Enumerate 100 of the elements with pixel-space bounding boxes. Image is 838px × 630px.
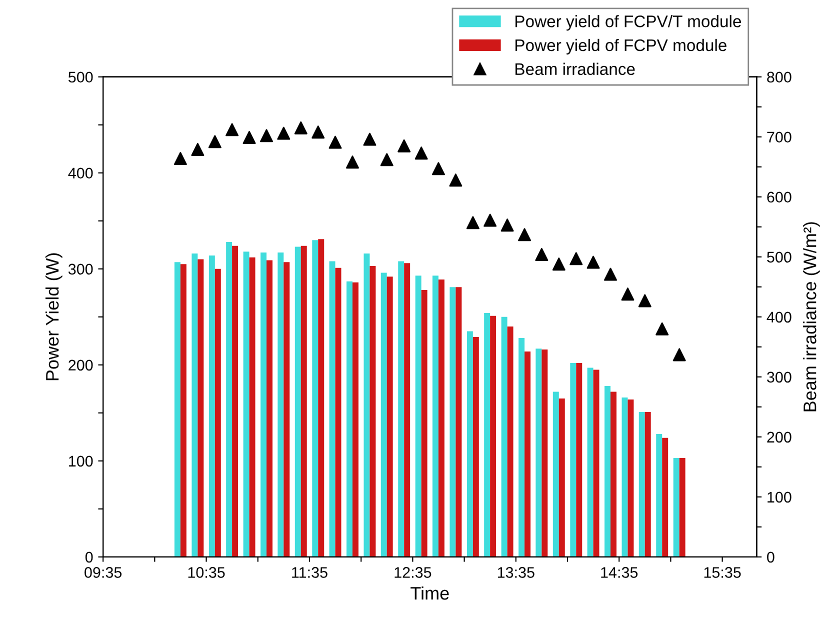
bar xyxy=(536,348,542,557)
bar xyxy=(243,252,250,557)
y2-tick-label: 300 xyxy=(767,372,792,383)
point xyxy=(380,153,394,166)
bar xyxy=(518,338,525,557)
bar xyxy=(300,246,307,557)
bar xyxy=(662,438,668,557)
y2-axis-title: Beam irradiance (W/m²) xyxy=(803,222,820,412)
y2-tick-label: 100 xyxy=(768,492,792,503)
bar xyxy=(438,279,444,557)
bar xyxy=(266,260,273,557)
legend-label: Power yield of FCPV/T module xyxy=(516,15,741,31)
bar xyxy=(386,276,393,557)
bar xyxy=(192,254,198,557)
x-tick-label: 11:35 xyxy=(292,567,328,578)
x-tick-label: 15:35 xyxy=(704,567,741,578)
bar xyxy=(673,458,680,557)
bar xyxy=(558,398,565,557)
bar xyxy=(380,272,387,557)
point xyxy=(328,136,342,149)
y-tick-label: 0 xyxy=(85,552,93,563)
bar xyxy=(576,362,582,557)
bar xyxy=(174,262,180,557)
bar xyxy=(524,351,531,557)
bar xyxy=(466,331,473,557)
y2-tick-label: 500 xyxy=(767,252,792,263)
bar xyxy=(226,242,232,557)
bar xyxy=(180,264,186,557)
y2-tick-label: 600 xyxy=(767,192,792,203)
point xyxy=(312,126,325,139)
bar xyxy=(415,276,422,557)
bar xyxy=(432,276,438,557)
bar xyxy=(404,263,410,557)
point xyxy=(346,156,359,169)
point xyxy=(621,288,634,301)
bar xyxy=(490,316,496,557)
x-tick-label: 09:35 xyxy=(84,567,122,578)
point xyxy=(656,322,669,336)
bar xyxy=(593,370,600,557)
point xyxy=(466,216,480,230)
bar xyxy=(622,398,628,557)
y2-tick-label: 700 xyxy=(767,132,792,143)
point xyxy=(208,135,222,148)
bar xyxy=(260,252,267,557)
y2-tick-label: 800 xyxy=(767,72,792,83)
y-tick-label: 300 xyxy=(68,264,93,275)
bar xyxy=(638,412,645,557)
bar xyxy=(628,399,634,557)
bar xyxy=(346,281,352,557)
point xyxy=(191,142,204,156)
point xyxy=(242,130,256,144)
legend-label: Beam irradiance xyxy=(516,62,635,76)
point xyxy=(363,132,376,146)
bar xyxy=(421,290,428,557)
point xyxy=(552,258,566,271)
y2-tick-label: 0 xyxy=(767,552,774,563)
bar xyxy=(542,350,548,557)
point xyxy=(449,174,462,187)
y-tick-label: 100 xyxy=(69,456,93,467)
bar xyxy=(484,313,490,557)
bar xyxy=(587,368,594,557)
bar xyxy=(198,259,204,557)
point xyxy=(570,252,583,266)
bar xyxy=(604,386,611,557)
bar xyxy=(507,326,514,557)
y-tick-label: 200 xyxy=(68,360,93,371)
x-axis-title: Time xyxy=(410,586,449,600)
bar xyxy=(656,434,662,557)
point xyxy=(414,146,428,160)
x-tick-label: 13:35 xyxy=(498,567,534,578)
point xyxy=(277,126,290,140)
x-tick-label: 14:35 xyxy=(601,567,638,578)
bar xyxy=(472,337,479,557)
point xyxy=(398,139,411,152)
point xyxy=(294,121,308,134)
bar xyxy=(214,268,221,557)
y2-tick-label: 200 xyxy=(767,432,792,443)
y-axis-title: Power Yield (W) xyxy=(45,253,62,380)
point xyxy=(226,123,239,136)
bar xyxy=(208,255,215,557)
point xyxy=(535,248,548,261)
point xyxy=(500,218,514,232)
bar xyxy=(450,287,456,557)
bar xyxy=(278,252,284,557)
point xyxy=(672,348,686,362)
bar xyxy=(352,282,358,557)
y-tick-label: 400 xyxy=(68,168,93,179)
y-tick-label: 500 xyxy=(68,72,93,83)
x-tick-label: 10:35 xyxy=(188,567,225,578)
legend-label: Power yield of FCPV module xyxy=(516,38,726,54)
x-tick-label: 12:35 xyxy=(394,567,432,578)
point xyxy=(484,214,497,227)
bar xyxy=(501,316,508,557)
bar xyxy=(644,412,651,557)
point xyxy=(586,256,600,269)
bar xyxy=(318,239,324,557)
bar xyxy=(679,458,686,557)
point xyxy=(638,294,652,308)
bar xyxy=(294,246,301,557)
bar xyxy=(284,262,290,557)
